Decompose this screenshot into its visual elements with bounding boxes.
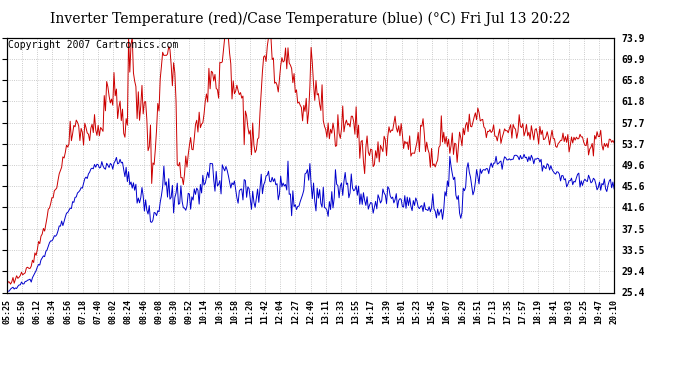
Text: Copyright 2007 Cartronics.com: Copyright 2007 Cartronics.com	[8, 40, 179, 50]
Text: Inverter Temperature (red)/Case Temperature (blue) (°C) Fri Jul 13 20:22: Inverter Temperature (red)/Case Temperat…	[50, 11, 571, 26]
